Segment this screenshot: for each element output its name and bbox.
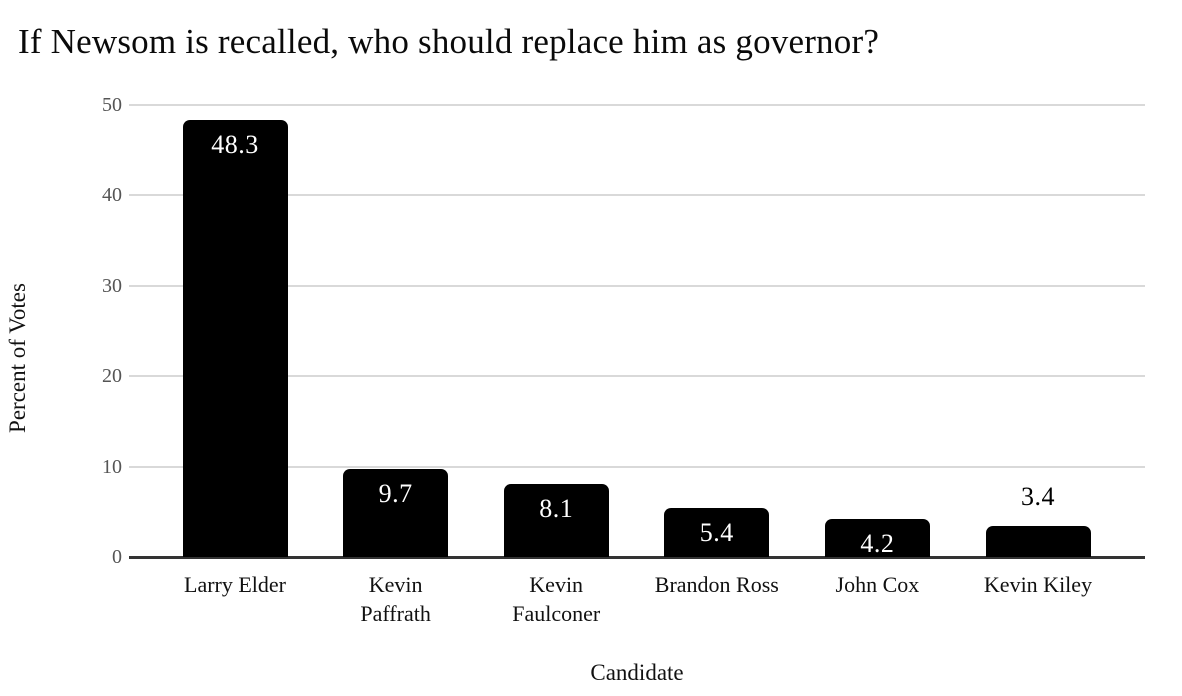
bar-value-label-larry-elder: 48.3 — [211, 130, 259, 160]
bar-kevin-kiley — [985, 526, 1091, 557]
x-tick-label-larry-elder: Larry Elder — [184, 572, 286, 597]
gridline-10 — [129, 465, 1145, 468]
y-tick-label-30: 30 — [102, 274, 122, 297]
bar-value-label-john-cox: 4.2 — [860, 529, 895, 559]
y-tick-label-20: 20 — [102, 365, 122, 388]
bar-value-label-brandon-ross: 5.4 — [699, 518, 734, 548]
x-axis-line — [129, 556, 1145, 559]
y-tick-label-10: 10 — [102, 455, 122, 478]
bar-kevin-faulconer — [503, 483, 609, 557]
y-tick-label-40: 40 — [102, 184, 122, 207]
bar-value-label-kevin-faulconer: 8.1 — [539, 493, 574, 523]
chart-title: If Newsom is recalled, who should replac… — [18, 22, 880, 61]
x-tick-label-kevin-paffrath: Kevin Paffrath — [360, 572, 431, 626]
bar-kevin-paffrath — [343, 469, 449, 557]
x-tick-label-john-cox: John Cox — [835, 572, 920, 597]
x-axis-title: Candidate — [590, 660, 684, 685]
bar-value-label-kevin-kiley: 3.4 — [1021, 482, 1055, 512]
x-tick-label-kevin-faulconer: Kevin Faulconer — [512, 572, 601, 626]
gridline-50 — [129, 104, 1145, 106]
y-tick-label-50: 50 — [102, 94, 122, 116]
x-tick-label-brandon-ross: Brandon Ross — [654, 572, 779, 597]
bar-value-label-kevin-paffrath: 9.7 — [378, 479, 413, 509]
y-tick-label-0: 0 — [112, 546, 122, 568]
bar-brandon-ross — [664, 508, 770, 557]
gridline-30 — [129, 284, 1145, 287]
bar-john-cox — [824, 519, 930, 557]
gridline-20 — [129, 375, 1145, 378]
gridline-40 — [129, 194, 1145, 197]
x-tick-label-kevin-kiley: Kevin Kiley — [983, 572, 1093, 597]
bar-larry-elder — [182, 120, 288, 557]
